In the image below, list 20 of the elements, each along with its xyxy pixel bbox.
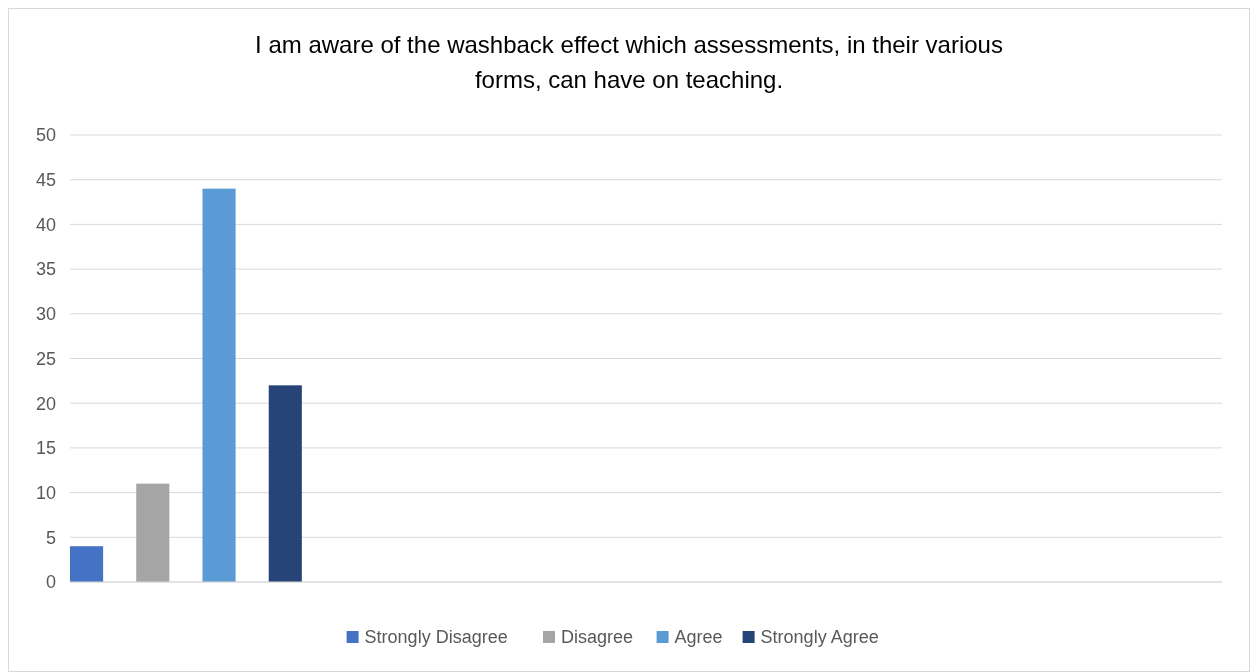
y-tick-label: 20 xyxy=(35,393,56,414)
y-tick-label: 15 xyxy=(35,438,56,459)
y-tick-label: 5 xyxy=(45,527,56,548)
y-tick-label: 30 xyxy=(35,304,56,325)
y-tick-label: 40 xyxy=(35,214,56,235)
bar xyxy=(136,483,170,582)
y-tick-label: 10 xyxy=(35,482,56,503)
legend-label: Agree xyxy=(674,627,723,648)
bar xyxy=(202,188,236,582)
y-tick-label: 25 xyxy=(35,348,56,369)
legend-label: Disagree xyxy=(561,627,634,648)
y-tick-label: 0 xyxy=(45,572,56,593)
chart-title: I am aware of the washback effect which assessments, in their various forms, can have on teaching. xyxy=(255,31,1003,93)
bar xyxy=(268,385,302,582)
y-tick-label: 35 xyxy=(35,259,56,280)
bar xyxy=(70,546,104,582)
legend-label: Strongly Disagree xyxy=(364,627,508,648)
legend-label: Strongly Agree xyxy=(760,627,879,648)
y-tick-label: 45 xyxy=(35,170,56,190)
y-tick-label: 50 xyxy=(35,125,56,146)
